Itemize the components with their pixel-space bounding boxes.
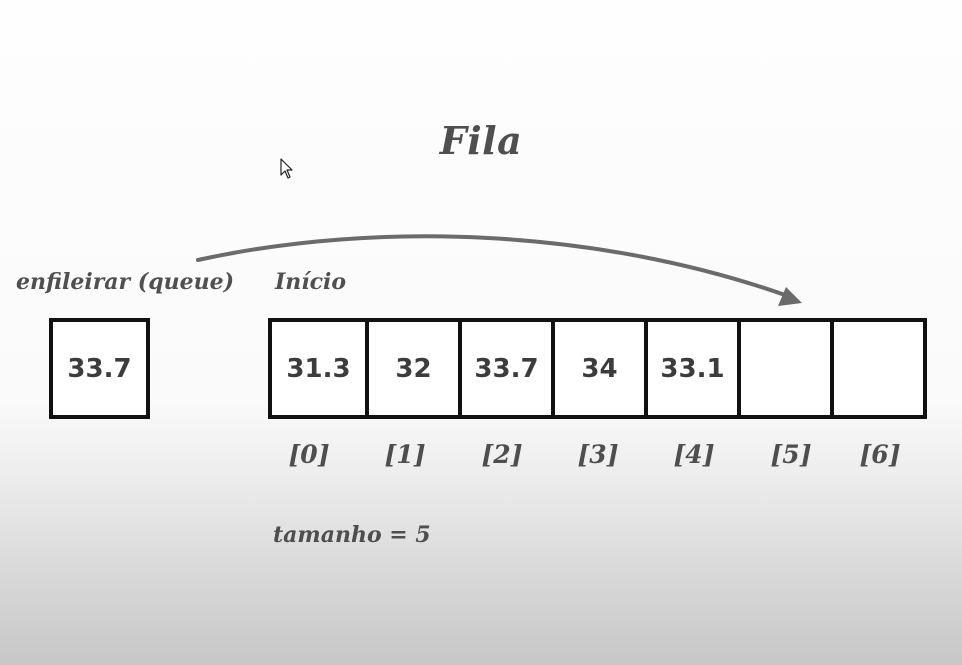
queue-slot-2: 33.7 <box>458 318 555 419</box>
queue-slot-0: 31.3 <box>268 318 369 419</box>
start-label: Início <box>275 269 347 295</box>
diagram-title: Fila <box>439 118 523 163</box>
enqueue-arrow-curve <box>196 234 787 297</box>
queue-slot-5 <box>737 318 834 419</box>
slot-index-4: [4] <box>673 440 715 469</box>
slot-index-6: [6] <box>859 440 901 469</box>
size-label: tamanho = 5 <box>273 522 431 548</box>
slot-index-2: [2] <box>481 440 523 469</box>
queue-slot-6 <box>830 318 927 419</box>
queue-array: 31.3 32 33.7 34 33.1 <box>268 318 927 419</box>
pending-element-box: 33.7 <box>49 318 150 419</box>
slot-index-0: [0] <box>288 440 330 469</box>
slot-index-3: [3] <box>577 440 619 469</box>
slot-index-1: [1] <box>384 440 426 469</box>
queue-slot-1: 32 <box>365 318 462 419</box>
enqueue-arrow-head <box>778 287 802 306</box>
mouse-cursor-icon <box>280 158 293 179</box>
slot-index-5: [5] <box>770 440 812 469</box>
queue-slot-4: 33.1 <box>644 318 741 419</box>
enqueue-label: enfileirar (queue) <box>16 269 234 295</box>
queue-slot-3: 34 <box>551 318 648 419</box>
